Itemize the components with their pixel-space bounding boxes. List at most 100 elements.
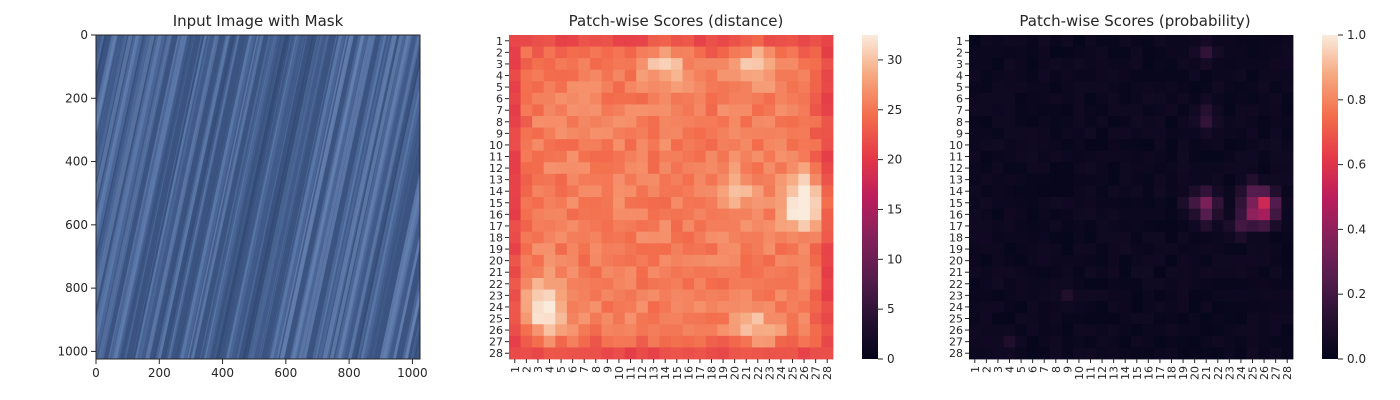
heatmap-cell xyxy=(694,139,707,152)
heatmap-cell xyxy=(543,231,556,244)
heatmap-cell xyxy=(775,231,788,244)
heatmap-cell xyxy=(1096,335,1109,348)
heatmap-cell xyxy=(1003,58,1016,71)
heatmap-cell xyxy=(992,69,1005,82)
heatmap-cell xyxy=(1050,289,1062,302)
heatmap-cell xyxy=(1061,324,1074,337)
heatmap-cell xyxy=(1212,335,1224,348)
heatmap-cell xyxy=(786,266,799,279)
heatmap-cell xyxy=(647,301,660,314)
heatmap-cell xyxy=(763,197,776,209)
heatmap-cell xyxy=(728,127,741,140)
heatmap-cell xyxy=(624,220,637,233)
heatmap-cell xyxy=(566,127,579,140)
heatmap-cell xyxy=(705,208,718,221)
heatmap-cell xyxy=(590,104,602,117)
heatmap-cell xyxy=(509,162,521,175)
heatmap-cell xyxy=(1061,254,1074,267)
heatmap-cell xyxy=(1142,92,1155,105)
heatmap-cell xyxy=(1154,266,1167,279)
heatmap-cell xyxy=(1177,301,1190,314)
heatmap-cell xyxy=(1188,231,1201,244)
heatmap-cell xyxy=(1212,254,1224,267)
heatmap-cell xyxy=(798,312,811,325)
heatmap-cell xyxy=(1235,69,1248,82)
heatmap-cell xyxy=(682,335,695,348)
heatmap-cell xyxy=(1119,92,1132,105)
heatmap-cell xyxy=(1269,150,1282,163)
heatmap-cell xyxy=(1212,162,1224,175)
heatmap-cell xyxy=(509,243,521,256)
heatmap-cell xyxy=(624,278,637,290)
col-tick-label: 4 xyxy=(544,366,557,373)
heatmap-cell xyxy=(809,173,822,186)
heatmap-cell xyxy=(763,278,776,290)
heatmap-cell xyxy=(717,116,730,128)
colorbar-tick-label: 15 xyxy=(887,202,902,216)
heatmap-cell xyxy=(705,139,718,152)
fabric-streak xyxy=(379,172,420,359)
heatmap-cell xyxy=(1061,150,1074,163)
heatmap-cell xyxy=(1200,347,1213,360)
heatmap-cell xyxy=(543,220,556,233)
heatmap-cell xyxy=(1200,46,1213,59)
heatmap-cell xyxy=(1015,347,1028,360)
heatmap-cell xyxy=(1015,46,1028,59)
heatmap-cell xyxy=(1281,173,1294,186)
heatmap-cell xyxy=(1235,254,1248,267)
heatmap-cell xyxy=(809,231,822,244)
col-tick-label: 3 xyxy=(532,366,545,373)
heatmap-cell xyxy=(532,301,545,314)
heatmap-cell xyxy=(1154,208,1167,221)
heatmap-cell xyxy=(1165,92,1178,105)
heatmap-cell xyxy=(1073,104,1086,117)
fabric-streak xyxy=(316,35,389,359)
heatmap-cell xyxy=(1269,254,1282,267)
heatmap-cell xyxy=(659,335,672,348)
heatmap-cell xyxy=(636,220,649,233)
heatmap-cell xyxy=(809,58,822,71)
col-tick-label: 27 xyxy=(810,366,823,380)
row-tick-label: 1 xyxy=(496,35,503,48)
heatmap-cell xyxy=(1281,139,1294,152)
heatmap-cell xyxy=(980,266,993,279)
x-tick-label: 1000 xyxy=(397,366,428,380)
heatmap-cell xyxy=(1235,324,1248,337)
heatmap-cell xyxy=(647,35,660,47)
heatmap-cell xyxy=(520,139,533,152)
heatmap-cell xyxy=(694,254,707,267)
heatmap-cell xyxy=(775,185,788,198)
col-tick-label: 10 xyxy=(1073,366,1086,380)
heatmap-cell xyxy=(1015,139,1028,152)
heatmap-cell xyxy=(798,278,811,290)
heatmap-cell xyxy=(821,69,834,82)
row-tick-label: 28 xyxy=(949,347,963,360)
heatmap-cell xyxy=(705,312,718,325)
heatmap-cell xyxy=(1246,220,1259,233)
heatmap-cell xyxy=(694,335,707,348)
heatmap-cell xyxy=(647,278,660,290)
heatmap-cell xyxy=(752,231,764,244)
heatmap-cell xyxy=(555,35,568,47)
heatmap-cell xyxy=(798,104,811,117)
heatmap-cell xyxy=(694,69,707,82)
panel3-x-ticks: 1234567891011121314151617181920212223242… xyxy=(969,359,1294,380)
fabric-streak xyxy=(298,35,372,359)
heatmap-cell xyxy=(1026,173,1039,186)
heatmap-cell xyxy=(1223,266,1236,279)
heatmap-cell xyxy=(636,58,649,71)
heatmap-cell xyxy=(775,58,788,71)
heatmap-cell xyxy=(1096,243,1109,256)
heatmap-cell xyxy=(601,254,614,267)
fabric-streak xyxy=(191,35,264,359)
heatmap-cell xyxy=(980,312,993,325)
heatmap-cell xyxy=(682,289,695,302)
heatmap-cell xyxy=(1073,162,1086,175)
heatmap-cell xyxy=(1154,220,1167,233)
heatmap-cell xyxy=(1015,81,1028,94)
col-tick-label: 25 xyxy=(1247,366,1260,380)
col-tick-label: 2 xyxy=(980,366,993,373)
heatmap-cell xyxy=(636,150,649,163)
heatmap-cell xyxy=(740,197,753,209)
heatmap-cell xyxy=(1165,139,1178,152)
